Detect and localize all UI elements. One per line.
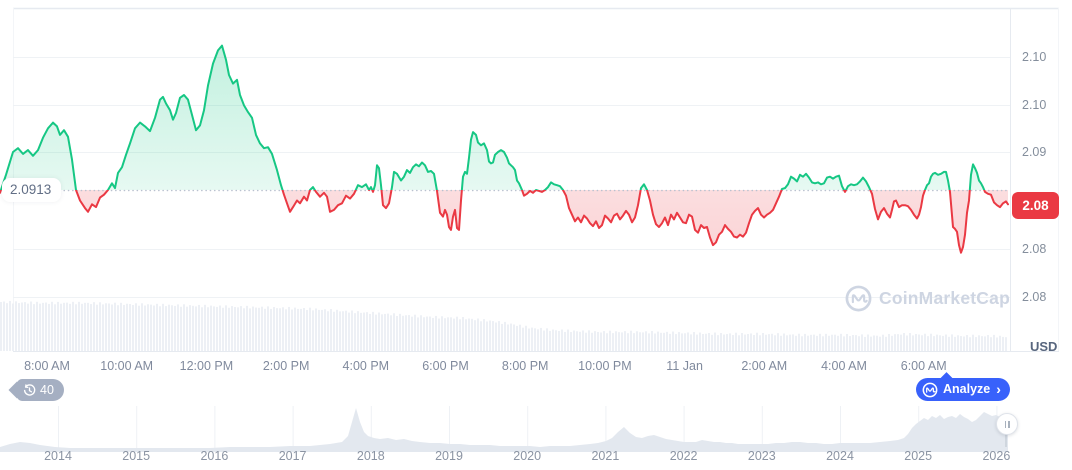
price-tick-label: 2.10: [1022, 98, 1047, 112]
history-clock-icon: [23, 383, 36, 396]
year-label: 2024: [826, 449, 854, 463]
analyze-label: Analyze: [943, 382, 991, 396]
price-tick-label: 2.10: [1022, 50, 1047, 64]
year-label: 2017: [278, 449, 307, 463]
price-tick-label: 2.09: [1022, 145, 1047, 159]
time-tick-label: 6:00 PM: [422, 359, 469, 373]
history-minimap[interactable]: [0, 404, 1072, 452]
analyze-button[interactable]: Analyze ›: [916, 378, 1010, 401]
year-label: 2025: [904, 449, 933, 463]
time-tick-label: 8:00 PM: [501, 359, 549, 373]
time-tick-label: 2:00 AM: [741, 359, 788, 373]
time-tick-label: 8:00 AM: [24, 359, 70, 373]
year-label: 2015: [122, 449, 151, 463]
history-replay-badge[interactable]: 40: [17, 379, 64, 401]
year-label: 2020: [513, 449, 542, 463]
time-tick-label: 4:00 AM: [821, 359, 867, 373]
watermark-text: CoinMarketCap: [879, 288, 1010, 308]
time-tick-label: 10:00 PM: [578, 359, 632, 373]
time-tick-label: 6:00 AM: [900, 359, 947, 373]
coinmarketcap-logo-icon: [845, 285, 872, 312]
analyze-cmc-logo-icon: [922, 382, 938, 397]
time-tick-label: 4:00 PM: [342, 359, 390, 373]
price-tick-label: 2.08: [1022, 290, 1047, 304]
year-label: 2021: [591, 449, 620, 463]
year-label: 2016: [200, 449, 229, 463]
coinmarketcap-watermark: CoinMarketCap: [845, 285, 1010, 312]
year-label: 2023: [747, 449, 776, 463]
year-label: 2014: [44, 449, 72, 463]
currency-label: USD: [1030, 339, 1058, 354]
price-chart-canvas[interactable]: [0, 0, 1072, 352]
minimap-selection-edge: [1005, 431, 1007, 447]
time-tick-label: 12:00 PM: [179, 359, 234, 373]
baseline-price-label: 2.0913: [2, 178, 62, 202]
current-price-badge: 2.08: [1012, 192, 1059, 219]
history-count: 40: [40, 383, 54, 397]
year-label: 2018: [356, 449, 385, 463]
chevron-right-icon: ›: [996, 381, 1001, 397]
time-tick-label: 10:00 AM: [100, 359, 154, 373]
time-tick-label: 2:00 PM: [262, 359, 310, 373]
time-tick-label: 11 Jan: [666, 359, 703, 373]
price-tick-label: 2.08: [1022, 242, 1047, 256]
minimap-drag-handle[interactable]: [996, 413, 1018, 435]
year-label: 2022: [669, 449, 698, 463]
year-label: 2019: [435, 449, 463, 463]
year-label: 2026: [982, 449, 1011, 463]
